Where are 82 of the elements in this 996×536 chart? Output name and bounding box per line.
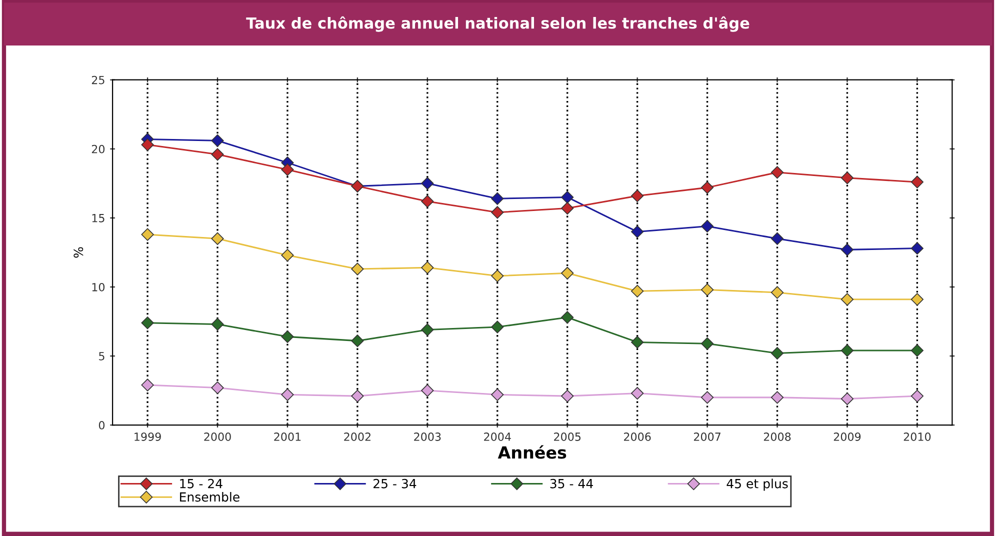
point <box>700 181 714 194</box>
legend-label: 15 - 24 <box>180 478 222 488</box>
point <box>910 293 924 306</box>
point <box>421 323 434 336</box>
x-tick-label: 2002 <box>344 432 370 441</box>
point <box>211 148 224 161</box>
point <box>211 381 224 394</box>
x-axis-title: Années <box>498 445 566 459</box>
point <box>770 346 784 360</box>
point <box>770 286 784 299</box>
point <box>910 344 924 357</box>
point <box>141 378 154 392</box>
point <box>561 311 574 324</box>
x-tick-label: 2006 <box>624 432 651 441</box>
point <box>770 166 784 179</box>
point <box>211 134 224 147</box>
point <box>840 344 854 357</box>
point <box>421 384 434 397</box>
point <box>421 261 434 274</box>
point <box>491 206 504 219</box>
legend-label: 35 - 44 <box>550 478 593 488</box>
legend-label: 45 et plus <box>726 478 788 491</box>
point <box>770 232 784 245</box>
point <box>700 391 714 404</box>
y-tick-label: 5 <box>99 352 104 360</box>
point <box>770 391 784 404</box>
point <box>561 390 574 402</box>
point <box>840 243 854 256</box>
x-tick-label: 2003 <box>414 432 441 441</box>
point <box>840 392 854 406</box>
point <box>700 283 714 296</box>
y-tick-label: 25 <box>92 76 104 84</box>
point <box>421 195 434 208</box>
point <box>351 390 364 402</box>
point <box>631 284 644 298</box>
x-tick-label: 2009 <box>834 432 861 441</box>
point <box>910 242 924 255</box>
point <box>700 337 714 350</box>
point <box>491 388 504 401</box>
point <box>281 330 294 343</box>
point <box>631 386 644 400</box>
legend-label: 25 - 34 <box>374 478 416 488</box>
point <box>281 388 294 401</box>
point <box>840 172 854 184</box>
point <box>351 334 364 348</box>
y-tick-label: 20 <box>92 144 105 154</box>
point <box>491 192 504 205</box>
point <box>281 163 294 176</box>
point <box>351 262 364 276</box>
point <box>561 202 574 215</box>
point <box>561 266 574 280</box>
x-tick-label: 2001 <box>274 432 301 441</box>
point <box>631 336 644 349</box>
x-tick-label: 2007 <box>694 432 720 441</box>
point <box>491 320 504 334</box>
x-tick-label: 2004 <box>484 432 511 441</box>
point <box>141 228 154 241</box>
x-tick-label: 2005 <box>554 432 581 441</box>
chart-title: Taux de chômage annuel national selon les tranches d'âge <box>246 16 750 32</box>
x-tick-label: 1999 <box>134 432 161 441</box>
y-tick-label: 10 <box>92 282 105 292</box>
point <box>211 232 224 245</box>
legend-label: Ensemble <box>180 492 240 502</box>
x-tick-label: 2010 <box>904 432 931 441</box>
x-tick-label: 2000 <box>204 432 231 441</box>
point <box>561 190 574 204</box>
point <box>910 176 924 188</box>
point <box>141 138 154 152</box>
point <box>631 225 644 238</box>
x-tick-label: 2008 <box>764 432 791 441</box>
point <box>840 293 854 306</box>
y-axis-title: % <box>74 247 84 258</box>
point <box>211 318 224 331</box>
point <box>421 177 434 190</box>
point <box>141 316 154 330</box>
y-tick-label: 15 <box>92 214 104 222</box>
point <box>281 248 294 262</box>
point <box>910 390 924 402</box>
y-tick-label: 0 <box>98 421 105 430</box>
point <box>491 270 504 282</box>
point <box>700 220 714 233</box>
point <box>631 190 644 202</box>
